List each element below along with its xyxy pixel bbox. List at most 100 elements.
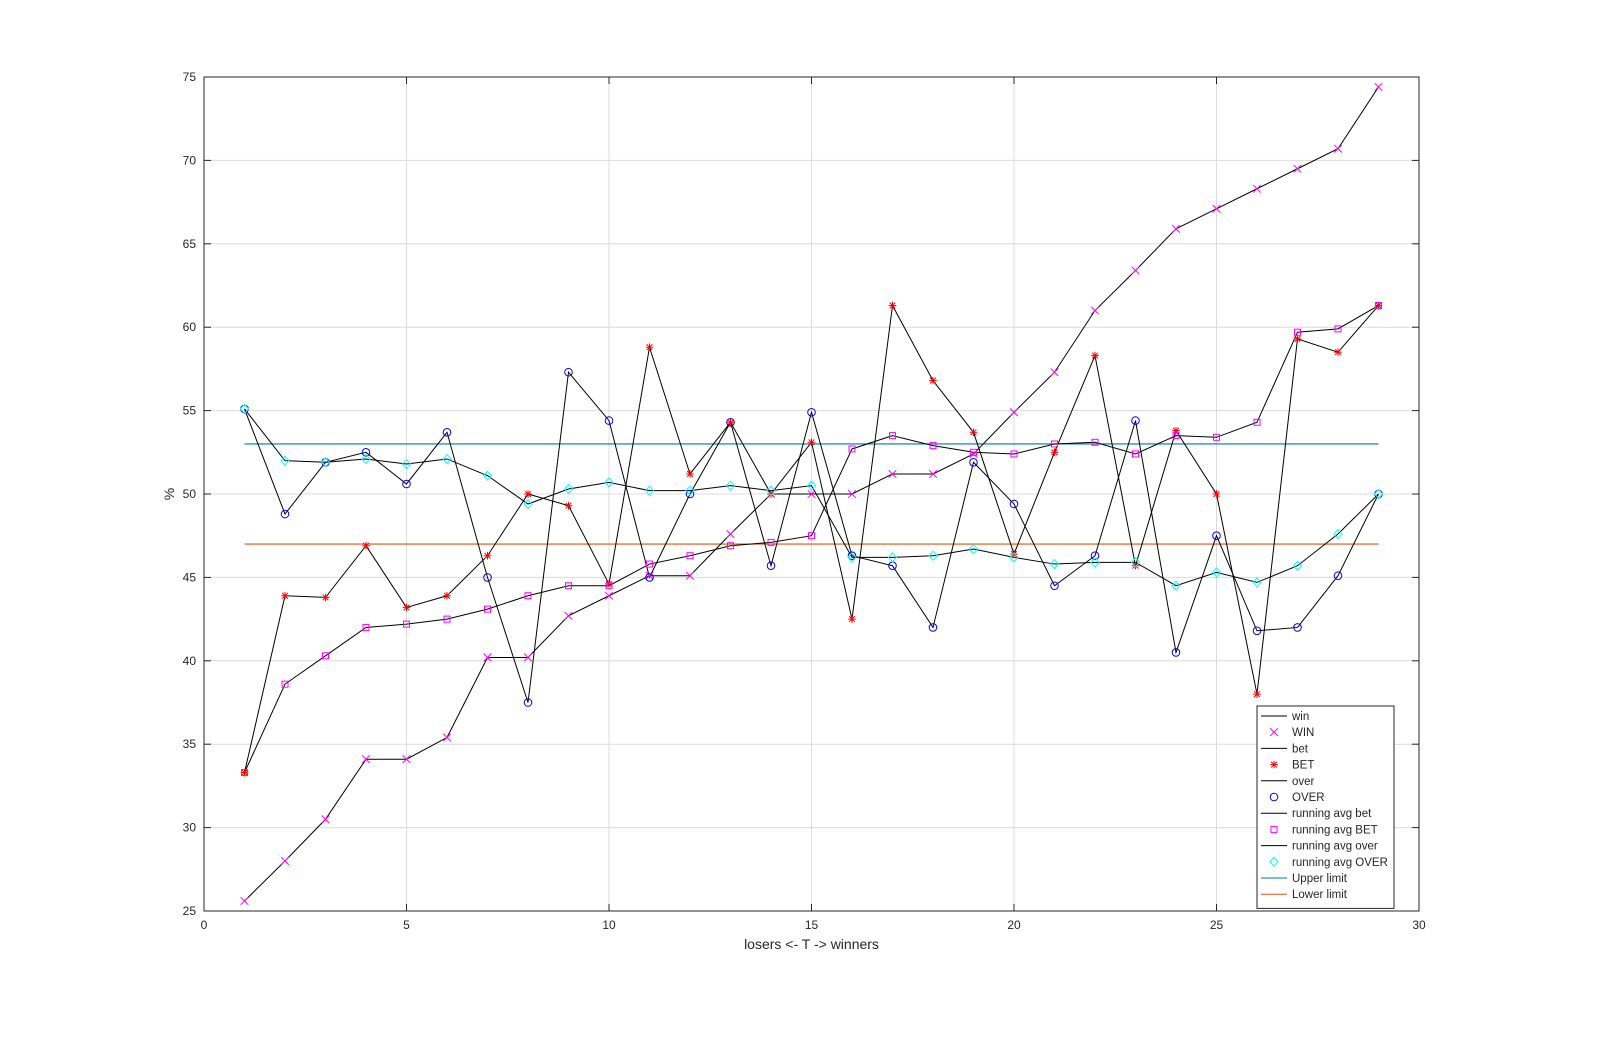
data-point-bet <box>564 501 573 510</box>
legend-label: WIN <box>1292 727 1314 739</box>
data-point-win <box>442 733 452 742</box>
data-point-running-avg-bet <box>1091 438 1099 446</box>
legend-swatch <box>1270 825 1278 833</box>
data-point-bet <box>1091 351 1099 360</box>
data-point-running-avg-bet <box>1132 450 1139 458</box>
y-tick-label: 30 <box>183 821 197 835</box>
data-point-win <box>564 611 573 620</box>
data-point-running-avg-over <box>766 485 776 496</box>
data-point-over <box>766 561 776 571</box>
x-tick-label: 0 <box>201 918 208 932</box>
data-point-bet <box>524 490 532 498</box>
data-point-running-avg-over <box>442 453 452 465</box>
data-point-win <box>240 896 249 906</box>
legend-label: running avg over <box>1292 841 1378 853</box>
data-point-running-avg-bet <box>322 652 329 660</box>
data-point-running-avg-over <box>320 457 331 468</box>
data-point-win <box>847 489 857 499</box>
y-tick-label: 70 <box>183 153 197 167</box>
data-point-win <box>1090 306 1100 315</box>
data-point-running-avg-bet <box>1294 328 1301 336</box>
data-point-win <box>1050 368 1059 377</box>
data-point-running-avg-bet <box>1172 432 1180 440</box>
data-point-over <box>1293 623 1302 632</box>
data-point-bet <box>281 591 289 600</box>
data-point-win <box>888 469 897 479</box>
data-point-running-avg-over <box>968 543 979 555</box>
data-point-bet <box>483 551 492 560</box>
data-point-running-avg-bet <box>1051 440 1058 448</box>
data-point-over <box>726 417 735 427</box>
data-point-win <box>1333 144 1343 153</box>
data-point-bet <box>848 615 856 623</box>
data-point-over <box>442 427 452 437</box>
x-tick-label: 30 <box>1412 918 1426 932</box>
legend-label: win <box>1291 711 1309 723</box>
x-tick-label: 15 <box>805 918 819 932</box>
data-point-running-avg-bet <box>767 538 775 546</box>
data-point-bet <box>929 376 937 385</box>
y-tick-label: 25 <box>183 904 197 918</box>
data-point-running-avg-bet <box>889 432 896 440</box>
data-point-bet <box>321 593 330 602</box>
data-point-win <box>1171 224 1181 233</box>
data-point-win <box>523 653 533 662</box>
data-point-running-avg-over <box>1292 560 1303 571</box>
data-point-running-avg-over <box>239 403 250 415</box>
data-point-win <box>726 529 735 539</box>
data-point-bet <box>1253 690 1261 698</box>
legend-label: over <box>1292 776 1315 788</box>
data-point-over <box>523 698 533 707</box>
data-point-bet <box>1050 448 1059 457</box>
data-point-running-avg-bet <box>929 442 937 450</box>
data-point-running-avg-over <box>604 477 614 488</box>
series-line-over <box>244 371 1379 703</box>
data-point-running-avg-over <box>1130 557 1141 568</box>
data-point-win <box>402 755 411 764</box>
data-point-win <box>685 571 695 580</box>
data-point-running-avg-over <box>1211 567 1222 578</box>
data-point-bet <box>767 490 775 498</box>
data-point-running-avg-over <box>523 498 533 510</box>
data-point-running-avg-bet <box>1375 302 1382 310</box>
data-point-bet <box>888 301 897 310</box>
data-point-win <box>280 856 290 866</box>
data-point-running-avg-over <box>928 550 938 561</box>
data-point-win <box>807 489 816 499</box>
data-point-running-avg-bet <box>1213 433 1220 441</box>
data-point-running-avg-bet <box>1010 450 1018 458</box>
legend-label: running avg OVER <box>1292 857 1388 869</box>
y-tick-label: 65 <box>183 237 197 251</box>
data-point-running-avg-bet <box>362 623 370 631</box>
data-point-bet <box>726 418 735 427</box>
data-point-over <box>1333 571 1343 581</box>
y-tick-label: 55 <box>183 404 197 418</box>
data-point-running-avg-over <box>806 480 817 491</box>
data-point-bet <box>645 343 654 352</box>
data-point-win <box>1374 82 1383 92</box>
data-point-win <box>1009 408 1019 417</box>
data-point-running-avg-over <box>847 552 857 563</box>
legend-label: running avg bet <box>1292 808 1372 820</box>
legend-swatch <box>1269 856 1279 868</box>
data-point-bet <box>969 428 978 437</box>
data-point-running-avg-over <box>685 485 695 496</box>
data-point-over <box>483 573 492 582</box>
x-tick-label: 20 <box>1007 918 1021 932</box>
data-point-running-avg-bet <box>241 769 248 777</box>
data-point-running-avg-over <box>1373 488 1384 500</box>
data-point-running-avg-bet <box>281 680 289 688</box>
data-point-running-avg-bet <box>970 448 977 456</box>
legend-label: Upper limit <box>1292 873 1348 885</box>
x-axis-label: losers <- T -> winners <box>744 936 879 952</box>
data-point-over <box>807 407 816 417</box>
data-point-running-avg-over <box>1333 528 1343 540</box>
data-point-running-avg-over <box>361 453 371 465</box>
data-point-running-avg-over <box>644 485 655 496</box>
data-point-over <box>1131 416 1140 425</box>
x-tick-label: 10 <box>602 918 616 932</box>
data-point-over <box>361 448 371 457</box>
data-point-running-avg-bet <box>484 605 491 613</box>
data-point-over <box>1090 551 1100 561</box>
data-point-running-avg-bet <box>808 532 815 540</box>
